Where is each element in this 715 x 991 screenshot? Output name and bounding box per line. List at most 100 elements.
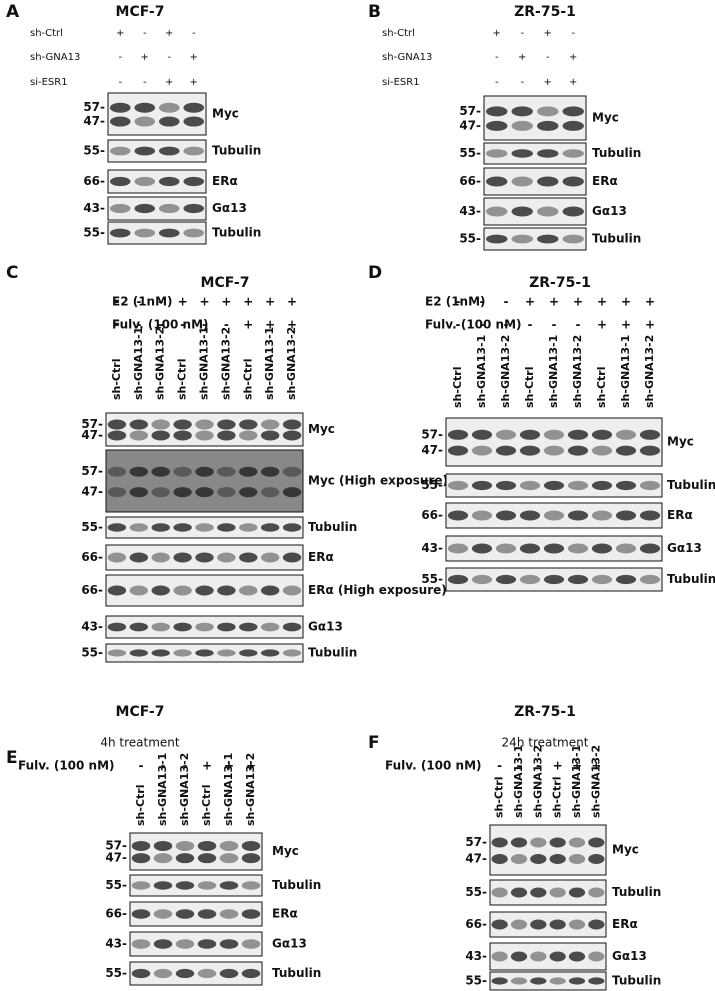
protein-label: Tubulin [308, 646, 357, 660]
band [175, 881, 195, 890]
band [107, 649, 127, 657]
band [131, 853, 151, 864]
mw-marker: 47- [105, 851, 127, 865]
band [195, 430, 214, 441]
band [151, 649, 170, 657]
band [241, 939, 261, 949]
band [260, 430, 280, 441]
lane-label: sh-Ctrl [176, 359, 189, 400]
band [175, 909, 195, 919]
protein-label: Tubulin [212, 226, 261, 240]
band [549, 919, 566, 930]
band [549, 854, 566, 864]
band [511, 120, 533, 131]
lane-label: sh-Ctrl [451, 367, 464, 408]
band [491, 951, 508, 962]
mw-marker: 43- [421, 541, 443, 555]
band [260, 585, 280, 596]
band [537, 176, 559, 187]
mw-marker: 55- [459, 146, 481, 160]
band [530, 977, 547, 985]
band [158, 102, 180, 113]
lane-label: sh-GNA13-1 [263, 327, 276, 400]
treatment-mark: - [180, 318, 185, 332]
protein-label: Gα13 [592, 204, 627, 218]
protein-label: Gα13 [667, 541, 702, 555]
protein-label: ERα (High exposure) [308, 583, 447, 597]
treatment-mark: - [495, 77, 499, 88]
band [530, 951, 547, 962]
treatment-mark: + [141, 52, 149, 63]
band [175, 939, 195, 949]
band [158, 146, 180, 156]
band [562, 106, 584, 117]
band [219, 840, 239, 851]
band [129, 466, 149, 477]
band [491, 837, 508, 848]
blot [483, 95, 587, 141]
band [510, 919, 528, 930]
blot [483, 142, 587, 165]
band [239, 487, 258, 498]
band [282, 419, 302, 430]
band [588, 854, 605, 864]
panel-title: MCF-7 [116, 4, 165, 20]
blot [489, 942, 607, 971]
band [183, 228, 205, 238]
band [510, 854, 528, 864]
mw-marker: 55- [421, 572, 443, 586]
band [195, 585, 214, 596]
mw-marker: 55- [465, 974, 487, 988]
protein-label: ERα [212, 174, 238, 188]
band [197, 939, 217, 949]
band [129, 523, 149, 532]
panel-subtitle: 24h treatment [502, 736, 589, 750]
band [131, 939, 151, 949]
mw-marker: 47- [421, 443, 443, 457]
band [543, 445, 565, 456]
treatment-mark: + [243, 295, 253, 309]
band [129, 585, 149, 596]
band [447, 543, 469, 554]
lane-label: sh-Ctrl [110, 359, 123, 400]
band [615, 510, 637, 521]
treatment-mark: + [549, 295, 559, 309]
treatment-mark: + [165, 77, 173, 88]
band [588, 977, 605, 985]
protein-label: Gα13 [212, 201, 247, 215]
band [217, 552, 236, 563]
panel-title: ZR-75-1 [514, 704, 576, 720]
protein-label: Tubulin [592, 146, 641, 160]
panel-subtitle: 4h treatment [100, 736, 180, 750]
band [639, 510, 661, 521]
band [241, 909, 261, 919]
treatment-mark: + [572, 759, 582, 773]
band [447, 445, 469, 456]
band [219, 909, 239, 919]
band [562, 149, 584, 158]
band [591, 510, 613, 521]
band [447, 429, 469, 440]
band [491, 887, 508, 898]
band [282, 430, 302, 441]
treatment-mark: + [221, 295, 231, 309]
band [183, 146, 205, 156]
blot [105, 544, 304, 571]
band [495, 480, 517, 491]
band [447, 480, 469, 491]
treatment-label: Fulv. (100 nM) [385, 759, 482, 773]
band [510, 837, 528, 848]
panel: C MCF-7E2 (1nM)- - - + + + + + +Fulv. (100 nM)- - -… [6, 263, 448, 663]
band [486, 234, 508, 244]
protein-label: Tubulin [272, 966, 321, 980]
band [241, 853, 261, 864]
treatment-label: sh-GNA13 [382, 52, 432, 63]
band [109, 116, 131, 127]
treatment-mark: + [544, 28, 552, 39]
band [241, 840, 261, 851]
band [129, 552, 149, 563]
band [260, 487, 280, 498]
treatment-mark: - [520, 28, 524, 39]
band [173, 552, 192, 563]
blot [489, 824, 607, 876]
